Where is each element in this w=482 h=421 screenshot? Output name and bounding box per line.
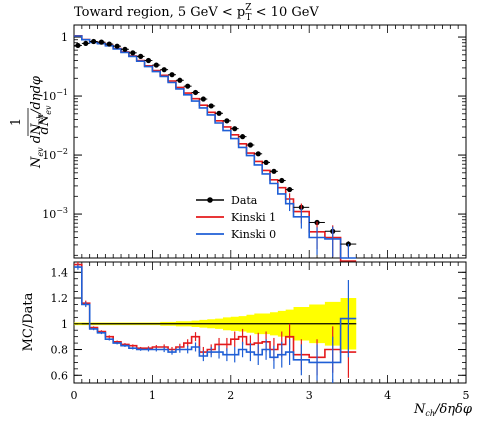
data-point (153, 62, 159, 68)
data-point (216, 110, 222, 116)
ylabel-den-n: N (29, 156, 44, 169)
data-point (279, 177, 285, 184)
ratio-ylabel: MC/Data (21, 292, 36, 351)
main-ytick-label: 1 (61, 31, 68, 44)
ratio-ytick-label: 0.6 (51, 369, 69, 382)
data-point (75, 42, 81, 49)
ratio-ytick-label: 1.2 (51, 292, 69, 305)
data-point (255, 151, 261, 157)
legend-label-kinski-0: Kinski 0 (231, 228, 276, 241)
data-point (192, 89, 199, 96)
ratio-xtick-label: 3 (306, 389, 313, 402)
chart-title-sup: Z (245, 3, 251, 13)
data-point (263, 159, 269, 166)
ratio-xtick-label: 4 (384, 389, 391, 402)
main-ytick-label: 10−1 (42, 88, 68, 103)
main-ylabel: 1 dNev (9, 105, 53, 136)
ylabel-prefix: 1 (9, 118, 24, 126)
data-point (98, 39, 105, 45)
legend-label-kinski-1: Kinski 1 (231, 211, 276, 224)
data-point (130, 50, 136, 56)
ylabel-den-tail: dN (29, 123, 44, 147)
xlabel-tail: /δηδφ (433, 402, 473, 417)
ratio-xtick-label: 1 (149, 389, 156, 402)
data-point (122, 46, 128, 52)
main-ytick-label: 10−2 (42, 147, 68, 162)
series-kinski-0-line (74, 35, 357, 259)
ratio-xtick-label: 2 (227, 389, 234, 402)
data-point (271, 168, 277, 174)
ratio-series-kinski-0 (74, 266, 357, 364)
data-point (91, 38, 97, 45)
data-point (177, 77, 183, 83)
ylabel-den-end: /dηdφ (29, 75, 44, 116)
ratio-ytick-label: 0.8 (51, 344, 69, 357)
data-point (287, 186, 293, 193)
ratio-xtick-label: 5 (463, 389, 470, 402)
data-point (247, 142, 253, 148)
xlabel-prefix: N (413, 402, 426, 417)
data-point (169, 72, 175, 78)
xlabel: Nch/δηδφ (413, 402, 473, 418)
main-ytick-label: 10−3 (42, 206, 68, 221)
chart-title: Toward region, 5 GeV < pZ T < 10 GeV (74, 3, 319, 23)
data-point (138, 53, 144, 59)
data-point (161, 67, 167, 73)
legend-label-data: Data (231, 194, 258, 207)
ratio-plot-area: 0 1 2 3 4 5 0.6 0.8 1 1.2 1.4 (51, 262, 470, 402)
ylabel-num: dN (37, 114, 52, 134)
chart-title-sub: T (246, 13, 252, 23)
chart-title-main: Toward region, 5 GeV < p (74, 5, 245, 20)
ratio-xtick-label: 0 (71, 389, 78, 402)
ylabel-den-n-sub: ev (36, 147, 45, 157)
ylabel-num-sub: ev (44, 105, 53, 115)
ylabel-den-sub: ch (36, 114, 45, 124)
data-point (239, 134, 246, 140)
data-point (185, 83, 191, 89)
data-point (145, 57, 152, 64)
ratio-ytick-label: 1.4 (51, 266, 69, 279)
series-kinski-1-line (74, 35, 357, 262)
ylabel-fraction: dNev (37, 105, 53, 134)
data-point (114, 43, 120, 49)
xlabel-sub: ch (425, 409, 435, 418)
ylabel-denominator: Nev dNch/dηdφ (29, 75, 45, 169)
chart-title-tail: < 10 GeV (252, 5, 320, 20)
data-point (106, 41, 112, 47)
legend-marker-data (207, 197, 213, 203)
data-point (224, 118, 230, 124)
main-plot-area: 1 10−1 10−2 10−3 Data Kinski 1 Kinski 0 (42, 25, 467, 262)
data-point (83, 40, 89, 47)
data-point (232, 126, 238, 132)
ratio-ytick-label: 1 (61, 318, 68, 331)
data-point (208, 103, 214, 109)
data-point (200, 96, 206, 102)
